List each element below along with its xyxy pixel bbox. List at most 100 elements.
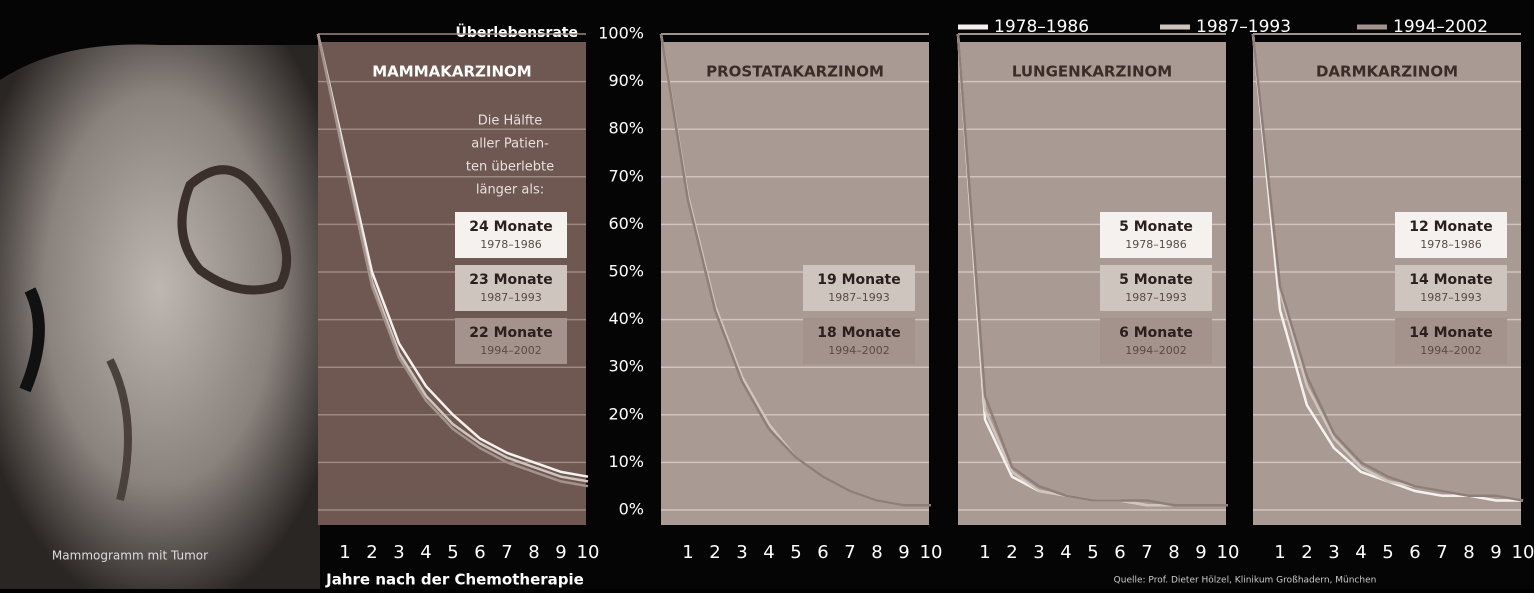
annotation-period: 1987–1993 (1420, 291, 1482, 304)
y-tick-label: 20% (608, 404, 644, 423)
x-tick-label: 2 (709, 542, 720, 563)
annotation-box (1100, 265, 1212, 311)
y-tick-label: 100% (598, 24, 644, 43)
mammogram (0, 44, 320, 589)
survival-line (659, 33, 931, 507)
annotation-period: 1994–2002 (828, 344, 890, 357)
annotation-period: 1978–1986 (1420, 238, 1482, 251)
panel-title: DARMKARZINOM (1316, 63, 1458, 81)
legend-label: 1987–1993 (1196, 17, 1291, 37)
x-tick-label: 10 (1217, 542, 1240, 563)
x-tick-label: 10 (1512, 542, 1534, 563)
annotation-value: 12 Monate (1409, 219, 1493, 235)
x-tick-label: 5 (447, 542, 458, 563)
survival-line (956, 33, 1228, 507)
x-tick-label: 5 (1087, 542, 1098, 563)
x-tick-label: 7 (844, 542, 855, 563)
x-tick-label: 1 (979, 542, 990, 563)
annotation-value: 24 Monate (469, 219, 553, 235)
x-tick-label: 10 (577, 542, 600, 563)
annotation-value: 14 Monate (1409, 272, 1493, 288)
annotation-box (1395, 318, 1507, 364)
panel-title: MAMMAKARZINOM (372, 63, 531, 81)
y-axis-label: Überlebensrate (456, 23, 578, 41)
source: Quelle: Prof. Dieter Hölzel, Klinikum Gr… (1114, 576, 1377, 586)
x-axis-label: Jahre nach der Chemotherapie (325, 571, 584, 589)
x-tick-label: 2 (366, 542, 377, 563)
x-tick-label: 1 (339, 542, 350, 563)
x-tick-label: 4 (1355, 542, 1366, 563)
y-tick-label: 60% (608, 214, 644, 233)
annotation-box (1395, 265, 1507, 311)
x-tick-label: 8 (528, 542, 539, 563)
annotation-note: länger als: (476, 183, 544, 198)
annotation-value: 18 Monate (817, 325, 901, 341)
y-tick-label: 50% (608, 262, 644, 281)
x-tick-label: 4 (763, 542, 774, 563)
y-tick-label: 80% (608, 119, 644, 138)
annotation-box (1100, 212, 1212, 258)
x-tick-label: 9 (1195, 542, 1206, 563)
legend-label: 1994–2002 (1393, 17, 1488, 37)
x-tick-label: 3 (1033, 542, 1044, 563)
survival-line (316, 33, 589, 488)
x-tick-label: 10 (920, 542, 943, 563)
x-tick-label: 1 (1274, 542, 1285, 563)
y-tick-label: 30% (608, 357, 644, 376)
annotation-value: 6 Monate (1119, 325, 1193, 341)
x-tick-label: 1 (682, 542, 693, 563)
annotation-note: Die Hälfte (478, 114, 543, 129)
annotation-period: 1978–1986 (480, 238, 542, 251)
annotation-period: 1994–2002 (480, 344, 542, 357)
y-tick-label: 40% (608, 309, 644, 328)
annotation-box (803, 265, 915, 311)
x-tick-label: 3 (736, 542, 747, 563)
x-tick-label: 6 (817, 542, 828, 563)
x-tick-label: 7 (1141, 542, 1152, 563)
x-tick-label: 8 (1168, 542, 1179, 563)
x-tick-label: 2 (1006, 542, 1017, 563)
x-tick-label: 6 (474, 542, 485, 563)
y-tick-label: 90% (608, 71, 644, 90)
annotation-value: 5 Monate (1119, 272, 1193, 288)
annotation-period: 1987–1993 (828, 291, 890, 304)
annotation-period: 1994–2002 (1125, 344, 1187, 357)
annotation-box (1395, 212, 1507, 258)
x-tick-label: 5 (1382, 542, 1393, 563)
x-tick-label: 8 (871, 542, 882, 563)
annotation-box (455, 265, 567, 311)
annotation-value: 23 Monate (469, 272, 553, 288)
annotation-period: 1994–2002 (1420, 344, 1482, 357)
x-tick-label: 3 (393, 542, 404, 563)
annotation-period: 1978–1986 (1125, 238, 1187, 251)
annotation-box (455, 318, 567, 364)
x-tick-label: 7 (501, 542, 512, 563)
x-tick-label: 7 (1436, 542, 1447, 563)
x-tick-label: 4 (1060, 542, 1071, 563)
annotation-value: 19 Monate (817, 272, 901, 288)
x-tick-label: 5 (790, 542, 801, 563)
annotation-period: 1987–1993 (480, 291, 542, 304)
survival-line (316, 33, 589, 478)
x-tick-label: 8 (1463, 542, 1474, 563)
image-caption: Mammogramm mit Tumor (52, 549, 208, 563)
annotation-box (803, 318, 915, 364)
annotation-box (1100, 318, 1212, 364)
legend-label: 1978–1986 (994, 17, 1089, 37)
annotation-value: 14 Monate (1409, 325, 1493, 341)
y-tick-label: 10% (608, 452, 644, 471)
x-tick-label: 6 (1114, 542, 1125, 563)
y-tick-label: 70% (608, 166, 644, 185)
annotation-period: 1987–1993 (1125, 291, 1187, 304)
x-tick-label: 4 (420, 542, 431, 563)
annotation-value: 22 Monate (469, 325, 553, 341)
annotation-note: aller Patien- (471, 137, 549, 152)
x-tick-label: 3 (1328, 542, 1339, 563)
panel-title: PROSTATAKARZINOM (706, 63, 884, 81)
annotation-value: 5 Monate (1119, 219, 1193, 235)
x-tick-label: 6 (1409, 542, 1420, 563)
annotation-box (455, 212, 567, 258)
annotation-note: ten überlebte (466, 160, 554, 175)
